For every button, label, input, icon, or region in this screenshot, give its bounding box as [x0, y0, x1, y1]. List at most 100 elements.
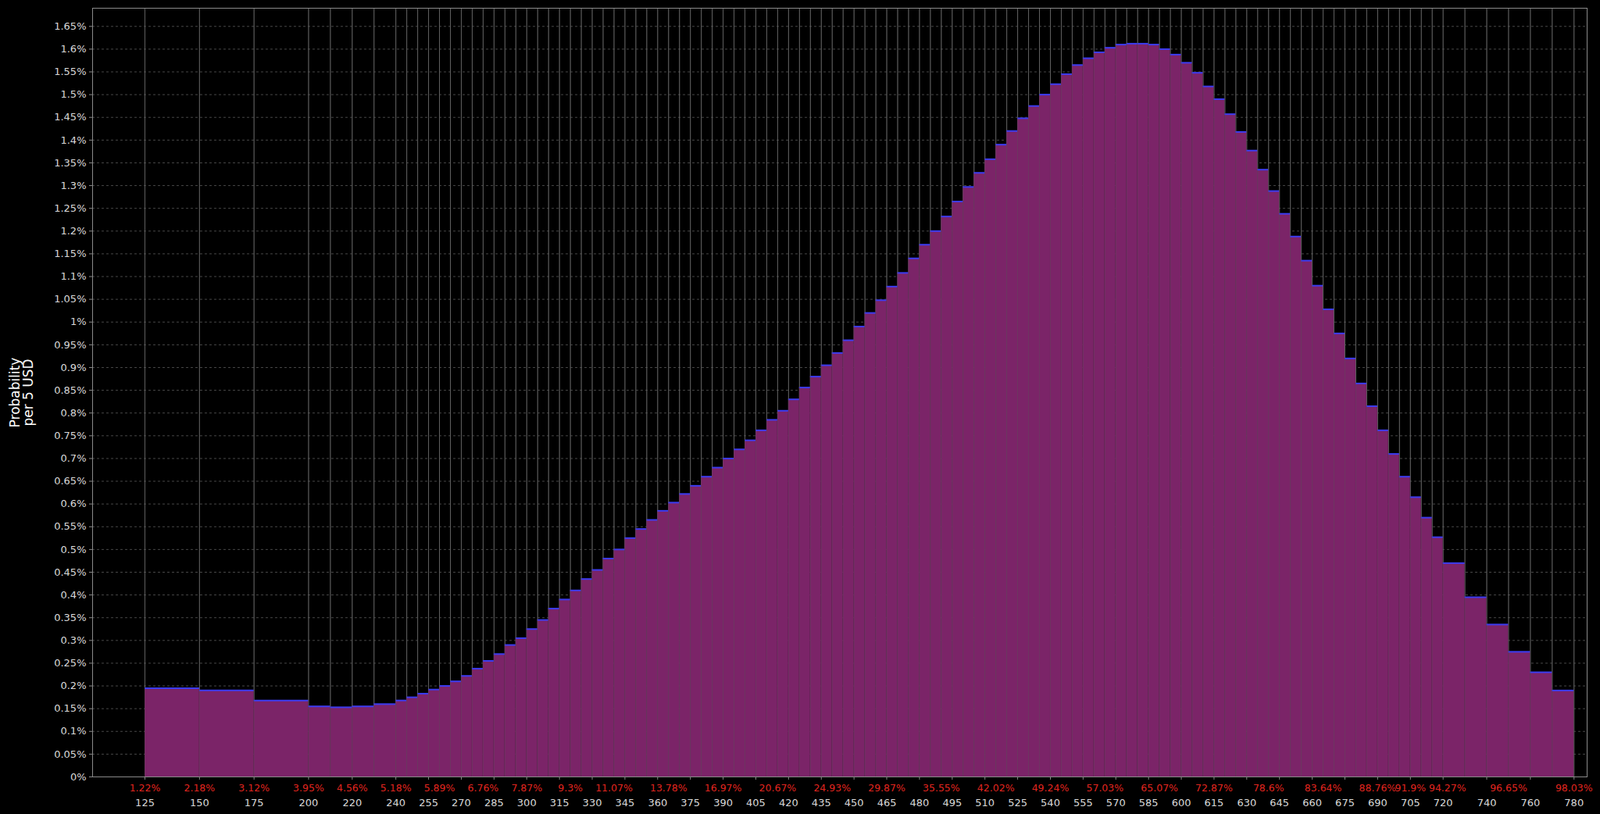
svg-text:740: 740: [1477, 796, 1497, 809]
svg-text:630: 630: [1236, 796, 1257, 809]
svg-text:29.87%: 29.87%: [867, 782, 906, 794]
svg-text:6.76%: 6.76%: [467, 782, 500, 794]
svg-text:9.3%: 9.3%: [557, 782, 583, 794]
svg-text:1.3%: 1.3%: [60, 179, 86, 192]
svg-text:65.07%: 65.07%: [1140, 782, 1179, 794]
svg-text:0.45%: 0.45%: [53, 566, 86, 579]
svg-text:5.89%: 5.89%: [424, 782, 456, 794]
svg-text:96.65%: 96.65%: [1489, 782, 1528, 794]
svg-text:57.03%: 57.03%: [1085, 782, 1124, 794]
svg-text:615: 615: [1204, 796, 1225, 809]
svg-text:255: 255: [418, 796, 439, 809]
svg-text:1.25%: 1.25%: [53, 202, 86, 215]
svg-text:675: 675: [1335, 796, 1355, 809]
svg-text:585: 585: [1139, 796, 1159, 809]
svg-text:1%: 1%: [70, 315, 87, 328]
svg-text:0.2%: 0.2%: [60, 679, 86, 692]
svg-text:1.22%: 1.22%: [129, 782, 161, 794]
svg-text:0%: 0%: [70, 771, 87, 783]
svg-text:0.35%: 0.35%: [53, 611, 86, 624]
svg-text:600: 600: [1171, 796, 1192, 809]
svg-text:705: 705: [1400, 796, 1421, 809]
svg-text:0.65%: 0.65%: [53, 475, 86, 487]
svg-text:24.93%: 24.93%: [813, 782, 851, 794]
svg-text:555: 555: [1073, 796, 1093, 809]
svg-text:285: 285: [484, 796, 504, 809]
svg-text:35.55%: 35.55%: [922, 782, 961, 794]
svg-text:16.97%: 16.97%: [704, 782, 743, 794]
svg-text:1.05%: 1.05%: [53, 292, 86, 305]
svg-text:1.6%: 1.6%: [60, 42, 86, 55]
svg-text:480: 480: [910, 796, 930, 809]
svg-text:0.75%: 0.75%: [53, 429, 86, 442]
svg-text:780: 780: [1564, 796, 1584, 809]
svg-text:1.2%: 1.2%: [60, 225, 86, 237]
svg-text:200: 200: [299, 796, 319, 809]
svg-text:300: 300: [517, 796, 537, 809]
svg-text:88.76%: 88.76%: [1359, 782, 1397, 794]
svg-text:270: 270: [451, 796, 472, 809]
svg-text:495: 495: [942, 796, 962, 809]
svg-text:360: 360: [647, 796, 668, 809]
svg-text:1.4%: 1.4%: [60, 134, 86, 147]
svg-text:570: 570: [1106, 796, 1126, 809]
svg-text:78.6%: 78.6%: [1253, 782, 1285, 794]
svg-text:465: 465: [877, 796, 897, 809]
svg-text:7.87%: 7.87%: [510, 782, 543, 794]
svg-text:1.35%: 1.35%: [53, 157, 86, 169]
svg-text:0.9%: 0.9%: [60, 361, 86, 374]
svg-text:330: 330: [582, 796, 603, 809]
svg-text:150: 150: [189, 796, 210, 809]
svg-text:645: 645: [1269, 796, 1290, 809]
svg-text:83.64%: 83.64%: [1304, 782, 1343, 794]
svg-text:0.55%: 0.55%: [53, 520, 86, 533]
svg-text:1.5%: 1.5%: [60, 88, 86, 100]
svg-text:0.3%: 0.3%: [60, 634, 86, 647]
svg-text:3.12%: 3.12%: [238, 782, 270, 794]
svg-text:0.5%: 0.5%: [60, 543, 86, 556]
svg-text:0.15%: 0.15%: [53, 702, 86, 715]
svg-text:0.95%: 0.95%: [53, 339, 86, 351]
svg-text:1.45%: 1.45%: [53, 110, 86, 123]
svg-text:315: 315: [550, 796, 570, 809]
svg-text:72.87%: 72.87%: [1195, 782, 1233, 794]
svg-text:1.1%: 1.1%: [60, 270, 86, 283]
svg-text:1.65%: 1.65%: [53, 20, 86, 33]
svg-text:450: 450: [844, 796, 865, 809]
svg-text:2.18%: 2.18%: [183, 782, 215, 794]
svg-text:720: 720: [1433, 796, 1454, 809]
svg-text:660: 660: [1302, 796, 1322, 809]
svg-text:690: 690: [1367, 796, 1388, 809]
svg-text:0.6%: 0.6%: [60, 497, 86, 510]
svg-text:240: 240: [385, 796, 406, 809]
svg-text:375: 375: [680, 796, 700, 809]
svg-text:94.27%: 94.27%: [1428, 782, 1467, 794]
svg-text:42.02%: 42.02%: [977, 782, 1015, 794]
svg-text:11.07%: 11.07%: [595, 782, 633, 794]
svg-text:525: 525: [1007, 796, 1028, 809]
svg-text:345: 345: [615, 796, 636, 809]
svg-text:49.24%: 49.24%: [1032, 782, 1070, 794]
svg-text:405: 405: [746, 796, 766, 809]
svg-text:125: 125: [135, 796, 155, 809]
svg-text:1.15%: 1.15%: [53, 247, 86, 260]
svg-text:0.8%: 0.8%: [60, 407, 86, 419]
svg-text:91.9%: 91.9%: [1394, 782, 1426, 794]
svg-text:0.1%: 0.1%: [60, 725, 86, 737]
svg-text:98.03%: 98.03%: [1555, 782, 1593, 794]
svg-text:4.56%: 4.56%: [336, 782, 368, 794]
svg-text:1.55%: 1.55%: [53, 65, 86, 78]
svg-text:390: 390: [713, 796, 733, 809]
svg-text:0.85%: 0.85%: [53, 384, 86, 397]
svg-text:0.4%: 0.4%: [60, 589, 86, 601]
svg-text:13.78%: 13.78%: [650, 782, 688, 794]
svg-text:3.95%: 3.95%: [292, 782, 325, 794]
svg-text:540: 540: [1040, 796, 1061, 809]
svg-text:220: 220: [342, 796, 362, 809]
svg-text:Probabilityper 5 USD: Probabilityper 5 USD: [7, 357, 36, 429]
svg-text:510: 510: [975, 796, 995, 809]
svg-text:20.67%: 20.67%: [759, 782, 797, 794]
svg-text:0.05%: 0.05%: [53, 748, 86, 761]
svg-text:5.18%: 5.18%: [380, 782, 412, 794]
svg-text:760: 760: [1520, 796, 1540, 809]
